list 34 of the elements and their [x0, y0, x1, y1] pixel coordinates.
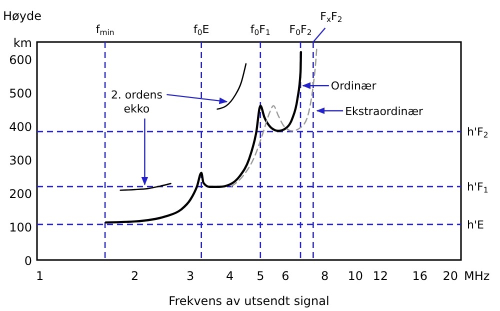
- ref-line-label: h'E: [467, 218, 484, 232]
- ref-line-label: f$_{0}$E: [193, 23, 210, 37]
- ref-line-label: f$_{min}$: [96, 23, 114, 37]
- x-tick-label: 4: [226, 269, 234, 283]
- x-axis-title: Frekvens av utsendt signal: [168, 294, 330, 308]
- y-tick-label: 600: [9, 52, 32, 67]
- ref-line-label: f$_{0}$F$_{1}$: [250, 23, 271, 37]
- x-tick-label: 2: [130, 269, 139, 283]
- x-tick-label: 1: [36, 269, 44, 283]
- x-tick-label: 6: [282, 269, 290, 283]
- x-tick-label: 8: [321, 269, 329, 283]
- x-tick-label: 16: [412, 269, 428, 283]
- annotation: 2. ordens ekko: [110, 88, 163, 116]
- ref-line-label: h'F$_{1}$: [467, 180, 488, 195]
- y-tick-label: 100: [9, 220, 32, 234]
- text: MHz: [464, 269, 490, 283]
- y-axis-title: Høyde: [3, 9, 42, 23]
- y-tick-label: 500: [9, 86, 32, 100]
- ref-line-label: F$_{x}$F$_{2}$: [320, 10, 342, 24]
- ref-line-label: h'F$_{2}$: [467, 126, 488, 140]
- annotation: Ekstraordinær: [345, 104, 424, 118]
- x-tick-label: 5: [256, 269, 264, 283]
- line-series: [216, 63, 247, 110]
- y-tick-label: 200: [9, 186, 32, 201]
- x-tick-label: 3: [186, 269, 194, 283]
- x-tick-label: 20: [442, 269, 458, 283]
- y-tick-label: 300: [9, 153, 32, 168]
- y-tick-label: 0: [24, 254, 32, 268]
- ref-line-label: F$_{0}$F$_{2}$: [289, 23, 312, 37]
- x-tick-label: 10: [348, 269, 364, 283]
- y-tick-label: km: [13, 36, 32, 50]
- annotation: Ordinær: [330, 80, 377, 93]
- x-tick-label: 12: [372, 269, 388, 283]
- y-tick-label: 400: [9, 120, 32, 134]
